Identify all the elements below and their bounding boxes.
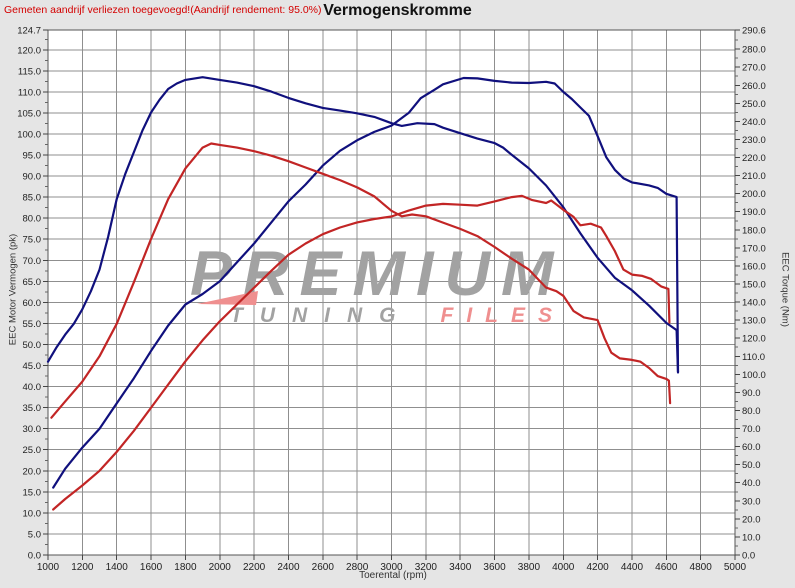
- header-note: Gemeten aandrijf verliezen toegevoegd!(A…: [4, 4, 322, 16]
- watermark-tuning-text: TUNING: [230, 304, 413, 327]
- watermark-subline: TUNING FILES: [230, 305, 565, 326]
- page-title: Vermogenskromme: [323, 2, 472, 19]
- left-axis-title: EEC Motor Vermogen (pk): [7, 233, 19, 346]
- x-axis-title: Toerental (rpm): [359, 570, 427, 581]
- watermark-premium-text: PREMIUM: [190, 239, 565, 309]
- right-axis-title: EEC Torque (Nm): [779, 252, 791, 327]
- watermark-files-text: FILES: [440, 304, 566, 327]
